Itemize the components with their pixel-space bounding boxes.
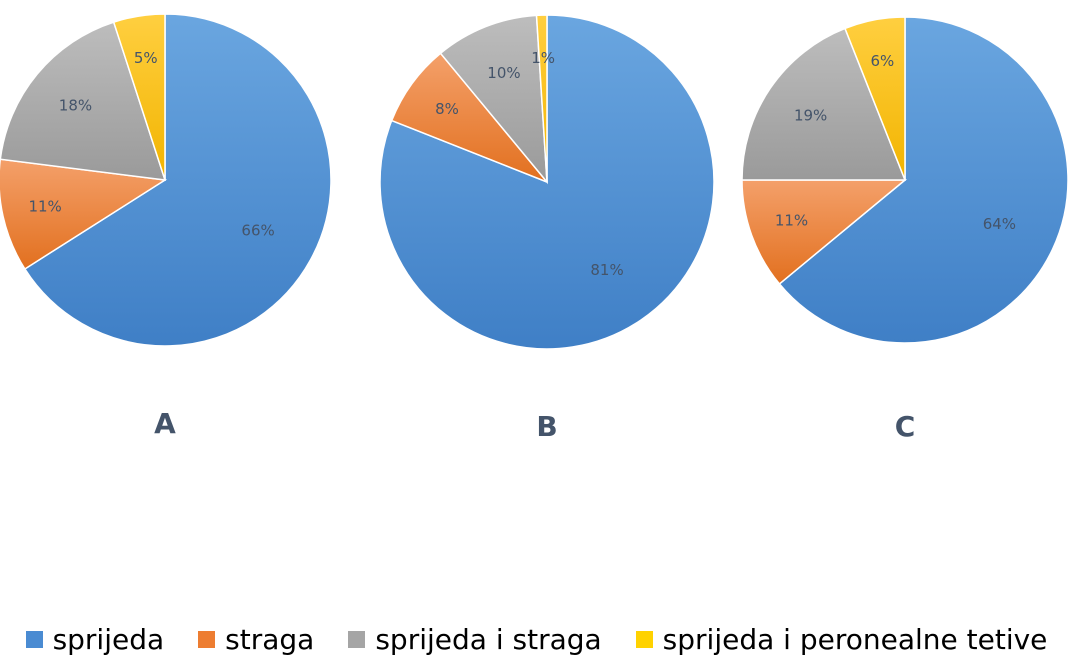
data-label-a-sprijeda: 66% — [241, 222, 274, 240]
data-label-b-straga: 8% — [435, 100, 459, 118]
data-label-c-sprijeda: 64% — [983, 215, 1016, 233]
slice-a-sprijeda — [23, 13, 332, 347]
pie-chart-c: 64% 11% 19% 6% C — [741, 16, 1069, 443]
chart-title-a: A — [154, 407, 176, 440]
slice-b-sprijeda — [379, 14, 715, 350]
pie-chart-a: 66% 11% 18% 5% A — [0, 13, 332, 440]
slice-c-sprijeda-i-straga — [741, 27, 907, 181]
legend-label-sprijeda: sprijeda — [52, 622, 165, 656]
slice-a-sprijeda-i-straga — [0, 21, 167, 181]
slice-b-sprijeda-i-straga — [439, 14, 548, 185]
legend-item-sprijeda: sprijeda — [25, 622, 165, 656]
slice-a-sprijeda-i-peronealne-tetive — [112, 13, 166, 181]
data-label-c-sprijeda-i-straga: 19% — [794, 106, 827, 124]
slice-c-sprijeda — [778, 16, 1069, 344]
data-label-a-straga: 11% — [28, 197, 61, 215]
data-label-b-sprijeda-i-straga: 10% — [487, 64, 520, 82]
legend-label-sprijeda-i-peronealne-tetive: sprijeda i peronealne tetive — [662, 622, 1048, 656]
legend-swatch-sprijeda — [25, 630, 43, 648]
legend-item-straga: straga — [198, 623, 314, 656]
slice-c-straga — [741, 179, 908, 285]
data-label-c-straga: 11% — [775, 211, 808, 229]
data-label-a-sprijeda-i-peronealne-tetive: 5% — [134, 49, 158, 67]
slice-c-sprijeda-i-peronealne-tetive — [844, 16, 906, 181]
legend-label-straga: straga — [225, 622, 315, 656]
pie-chart-b: 81% 8% 10% 1% B — [379, 14, 715, 443]
legend-swatch-straga — [198, 630, 216, 648]
data-label-b-sprijeda: 81% — [590, 261, 623, 279]
legend-label-sprijeda-i-straga: sprijeda i straga — [375, 622, 602, 656]
legend-item-sprijeda-i-straga: sprijeda i straga — [348, 622, 602, 656]
data-label-a-sprijeda-i-straga: 18% — [59, 96, 92, 114]
chart-title-b: B — [536, 410, 557, 443]
legend-swatch-sprijeda-i-straga — [348, 630, 366, 648]
slice-a-straga — [0, 158, 168, 270]
legend-swatch-sprijeda-i-peronealne-tetive — [635, 630, 653, 648]
legend: sprijeda straga sprijeda i straga sprije… — [0, 616, 1073, 662]
data-label-c-sprijeda-i-peronealne-tetive: 6% — [870, 52, 894, 70]
slice-b-sprijeda-i-peronealne-tetive — [535, 14, 548, 183]
data-label-b-sprijeda-i-peronealne-tetive: 1% — [531, 49, 555, 67]
legend-item-sprijeda-i-peronealne-tetive: sprijeda i peronealne tetive — [635, 622, 1048, 656]
chart-title-c: C — [895, 410, 916, 443]
